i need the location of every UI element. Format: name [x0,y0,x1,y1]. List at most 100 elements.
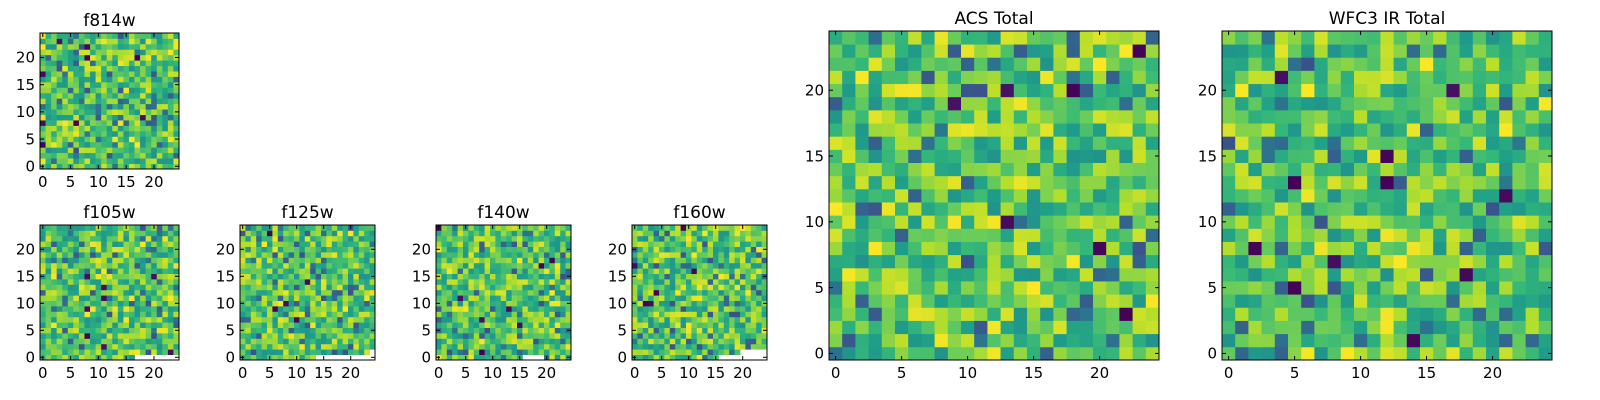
heatmap-cell [908,307,922,321]
heatmap-cell [1472,175,1487,190]
heatmap-cell [522,262,529,269]
heatmap-cell [304,268,311,274]
heatmap-cell [106,136,113,143]
heatmap-cell [436,333,442,339]
heatmap-cell [829,44,843,58]
heatmap-cell [167,300,174,307]
heatmap-cell [117,230,124,237]
heatmap-cell [1106,188,1120,203]
heatmap-cell [664,289,671,296]
heatmap-cell [921,333,935,348]
heatmap-cell [490,230,496,237]
heatmap-cell [669,311,676,318]
heatmap-cell [1119,149,1133,163]
heatmap-cell [947,83,962,98]
heatmap-cell [364,333,370,339]
heatmap-cell [156,327,163,334]
heatmap-cell [549,268,556,274]
heatmap-cell [446,338,453,345]
heatmap-cell [101,295,108,301]
heatmap-cell [868,123,883,137]
heatmap-cell [533,327,539,334]
heatmap-cell [987,96,1001,111]
heatmap-cell [67,327,74,334]
heatmap-cell [73,268,80,274]
heatmap-cell [484,241,491,247]
heatmap-cell [299,262,306,269]
heatmap-cell [90,38,96,45]
heatmap-cell [90,125,96,132]
heatmap-cell [101,158,108,164]
heatmap-cell [479,279,485,285]
heatmap-cell [549,306,556,312]
heatmap-cell [533,322,539,328]
heatmap-cell [1525,215,1540,229]
heatmap-cell [62,257,69,264]
heatmap-cell [123,311,130,318]
heatmap-cell [151,92,158,99]
heatmap-cell [321,262,327,269]
heatmap-cell [1512,346,1526,361]
heatmap-cell [908,83,922,98]
heatmap-cell [331,311,338,318]
heatmap-cell [473,273,480,280]
heatmap-cell [632,349,638,355]
heatmap-cell [56,92,63,99]
heatmap-cell [173,125,180,132]
heatmap-cell [702,327,708,334]
heatmap-cell [261,284,268,291]
heatmap-cell [1446,294,1460,308]
heatmap-cell [527,268,534,274]
heatmap-cell [315,333,322,339]
heatmap-cell [162,76,169,83]
heatmap-cell [173,262,180,269]
heatmap-cell [1327,188,1342,203]
heatmap-cell [538,322,545,328]
heatmap-cell [947,215,962,229]
heatmap-cell [707,241,714,247]
heatmap-cell [78,60,85,67]
heatmap-cell [544,241,550,247]
heatmap-cell [51,257,58,264]
heatmap-cell [162,43,169,50]
heatmap-cell [554,257,561,264]
heatmap-cell [829,267,843,282]
heatmap-cell [1354,320,1368,335]
heatmap-cell [446,273,453,280]
heatmap-cell [95,141,102,148]
heatmap-cell [756,235,762,242]
heatmap-cell [468,343,475,350]
heatmap-cell [73,235,80,242]
heatmap-cell [78,273,85,280]
heatmap-cell [549,295,556,301]
heatmap-cell [1420,333,1434,348]
heatmap-cell [961,57,975,71]
heatmap-cell [495,295,502,301]
heatmap-cell [452,262,458,269]
heatmap-cell [294,338,300,345]
heatmap-cell [173,279,180,285]
heatmap-cell [1040,267,1054,282]
heatmap-cell [45,130,52,137]
heatmap-cell [294,230,300,237]
heatmap-cell [67,130,74,137]
heatmap-cell [123,273,130,280]
heatmap-cell [961,109,975,124]
heatmap-cell [1040,136,1054,150]
heatmap-cell [974,346,988,361]
heatmap-cell [761,316,768,323]
heatmap-cell [554,349,561,355]
heatmap-cell [342,252,349,258]
heatmap-cell [1132,228,1147,242]
heatmap-cell [495,354,502,361]
heatmap-cell [1367,333,1381,348]
heatmap-cell [1040,333,1054,348]
heatmap-cell [101,273,108,280]
heatmap-cell [123,279,130,285]
heatmap-cell [62,33,69,39]
heatmap-cell [1327,333,1342,348]
heatmap-cell [326,252,333,258]
heatmap-cell [106,109,113,115]
chart-title: f125w [281,203,333,223]
heatmap-cell [1093,162,1107,177]
